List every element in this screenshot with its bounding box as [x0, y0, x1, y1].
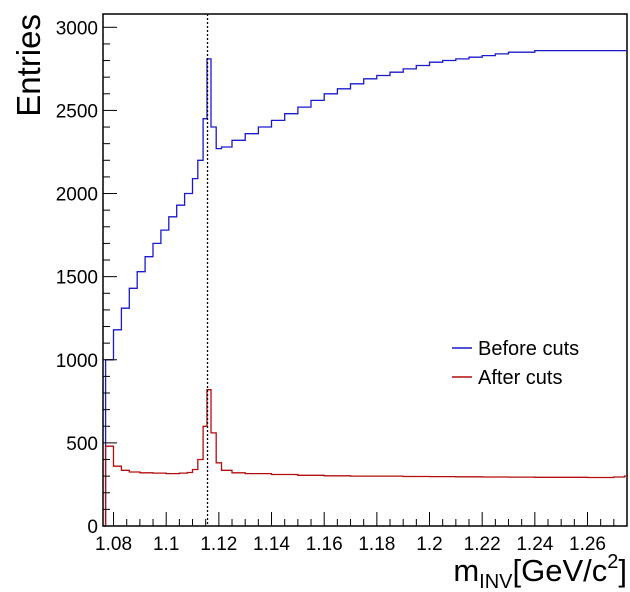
series-line-before-cuts [103, 49, 627, 527]
y-tick-label: 3000 [56, 18, 98, 39]
x-tick-label: 1.26 [569, 534, 606, 555]
plot-frame [102, 13, 628, 527]
x-tick-label: 1.1 [153, 534, 179, 555]
tick-labels: 0 500 1000 1500 2000 2500 3000 1.08 1.1 1.12 1.14 1… [56, 18, 606, 555]
y-axis-title: Entries [10, 14, 47, 117]
x-axis-title-main: m [453, 553, 479, 588]
legend-label-after-cuts: After cuts [478, 367, 562, 389]
x-axis-title: mINV[GeV/c2] [453, 551, 627, 592]
x-axis-title-subscript: INV [479, 571, 513, 592]
y-tick-label: 2000 [56, 185, 98, 206]
y-tick-label: 500 [66, 434, 98, 455]
y-tick-label: 1500 [56, 268, 98, 289]
x-axis-title-close: ] [618, 553, 627, 588]
x-tick-label: 1.22 [464, 534, 501, 555]
x-tick-label: 1.2 [416, 534, 442, 555]
x-tick-label: 1.16 [306, 534, 343, 555]
x-axis-title-unit: [GeV/c [512, 553, 607, 588]
x-axis-title-superscript: 2 [607, 551, 618, 573]
axis-ticks [103, 26, 628, 527]
x-tick-label: 1.24 [516, 534, 553, 555]
legend-label-before-cuts: Before cuts [478, 338, 579, 360]
series-line-after-cuts [103, 389, 627, 527]
x-tick-label: 1.08 [95, 534, 132, 555]
y-tick-label: 2500 [56, 101, 98, 122]
plot-content [103, 14, 627, 527]
y-tick-label: 1000 [56, 351, 98, 372]
y-tick-label: 0 [87, 517, 98, 538]
x-tick-label: 1.12 [200, 534, 237, 555]
legend: Before cuts After cuts [452, 338, 579, 389]
x-tick-label: 1.18 [358, 534, 395, 555]
x-tick-label: 1.14 [253, 534, 290, 555]
